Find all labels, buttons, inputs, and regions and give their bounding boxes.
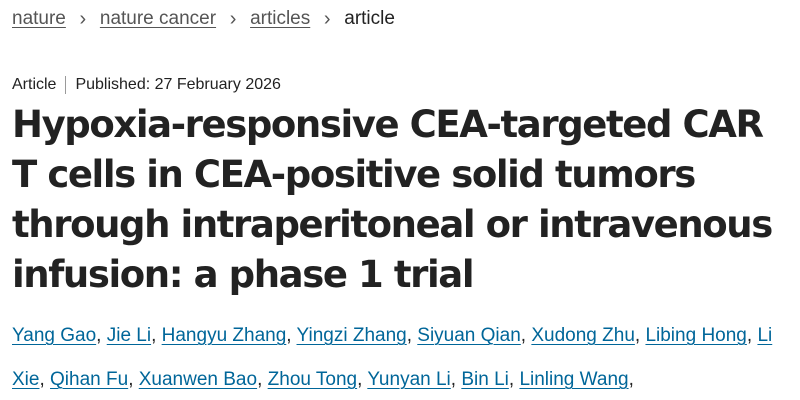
author-separator: ,	[357, 369, 368, 390]
author-list: Yang Gao, Jie Li, Hangyu Zhang, Yingzi Z…	[12, 314, 792, 400]
breadcrumb-link-articles[interactable]: articles	[250, 8, 311, 29]
author-separator: ,	[508, 369, 520, 390]
breadcrumb: nature › nature cancer › articles › arti…	[12, 6, 395, 32]
meta-divider	[65, 76, 67, 94]
article-meta: Article Published: 27 February 2026	[12, 74, 281, 96]
author-separator: ,	[39, 369, 51, 390]
author-link[interactable]: Bin Li	[461, 369, 509, 390]
author-separator: ,	[96, 325, 107, 346]
author-separator: ,	[151, 325, 162, 346]
author-link[interactable]: Hangyu Zhang	[161, 325, 287, 346]
author-separator: ,	[520, 325, 532, 346]
author-link[interactable]: Libing Hong	[645, 325, 747, 346]
article-type: Article	[12, 76, 57, 93]
author-link[interactable]: Qihan Fu	[50, 369, 129, 390]
author-link[interactable]: Yingzi Zhang	[296, 325, 407, 346]
author-separator: ,	[257, 369, 268, 390]
author-separator: ,	[746, 325, 758, 346]
author-link[interactable]: Yunyan Li	[367, 369, 451, 390]
author-separator: ,	[634, 325, 646, 346]
article-title: Hypoxia-responsive CEA-targeted CAR T ce…	[12, 103, 773, 296]
author-separator: ,	[628, 369, 634, 390]
author-link[interactable]: Li Xie	[12, 325, 773, 390]
author-link[interactable]: Zhou Tong	[267, 369, 358, 390]
breadcrumb-separator-icon: ›	[79, 8, 87, 30]
breadcrumb-separator-icon: ›	[229, 8, 237, 30]
author-separator: ,	[286, 325, 297, 346]
author-separator: ,	[406, 325, 418, 346]
breadcrumb-link-nature[interactable]: nature	[12, 8, 66, 29]
author-link[interactable]: Xuanwen Bao	[138, 369, 258, 390]
author-separator: ,	[128, 369, 139, 390]
author-link[interactable]: Xudong Zhu	[531, 325, 635, 346]
breadcrumb-current: article	[344, 8, 395, 29]
breadcrumb-separator-icon: ›	[323, 8, 331, 30]
author-link[interactable]: Jie Li	[106, 325, 152, 346]
published-date: Published: 27 February 2026	[75, 76, 281, 93]
breadcrumb-link-nature-cancer[interactable]: nature cancer	[99, 8, 217, 29]
author-link[interactable]: Yang Gao	[12, 325, 97, 346]
author-link[interactable]: Siyuan Qian	[417, 325, 521, 346]
author-link[interactable]: Linling Wang	[519, 369, 629, 390]
author-separator: ,	[450, 369, 462, 390]
